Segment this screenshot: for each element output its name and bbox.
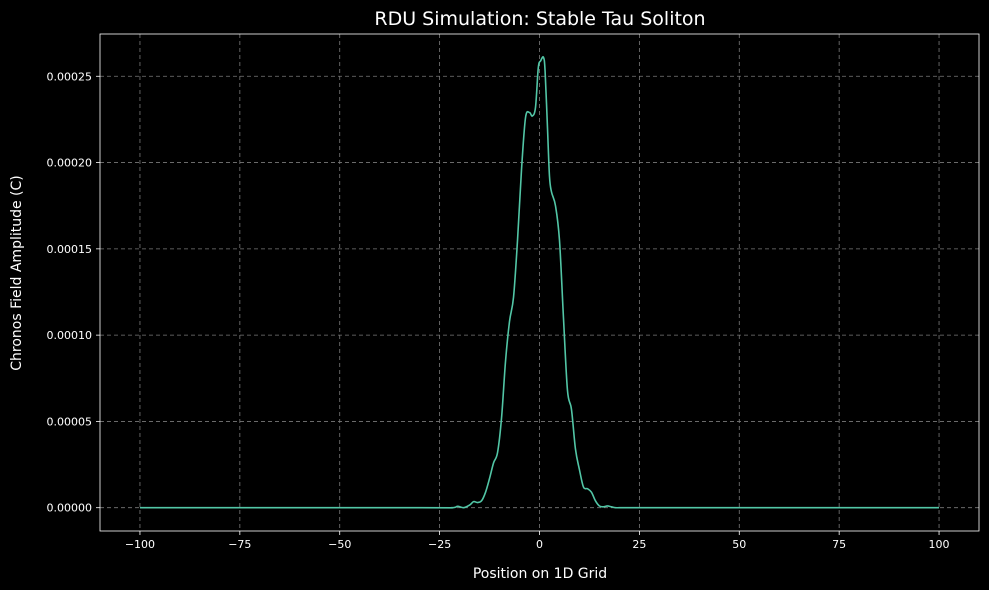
y-tick-label: 0.00025 (47, 70, 93, 83)
y-tick-label: 0.00000 (47, 502, 93, 515)
x-tick-label: 0 (536, 538, 543, 551)
chart-title: RDU Simulation: Stable Tau Soliton (374, 8, 705, 30)
plot-frame (99, 33, 980, 532)
y-tick-label: 0.00020 (47, 157, 93, 170)
x-axis-ticks: −100 −75 −50 −25 0 25 50 75 100 (125, 531, 950, 551)
x-tick-label: 25 (632, 538, 646, 551)
x-tick-label: −75 (228, 538, 251, 551)
x-tick-label: 100 (929, 538, 950, 551)
y-axis-label: Chronos Field Amplitude (C) (9, 175, 25, 371)
y-tick-label: 0.00010 (47, 329, 93, 342)
y-tick-label: 0.00015 (47, 243, 93, 256)
x-tick-label: −100 (125, 538, 155, 551)
x-tick-label: 75 (832, 538, 846, 551)
x-tick-label: −25 (428, 538, 451, 551)
x-tick-label: −50 (328, 538, 351, 551)
y-axis-ticks: 0.00000 0.00005 0.00010 0.00015 0.00020 0.000… (47, 70, 100, 515)
grid-lines (100, 34, 979, 531)
x-tick-label: 50 (732, 538, 746, 551)
y-tick-label: 0.00005 (47, 415, 93, 428)
x-axis-label: Position on 1D Grid (473, 566, 607, 582)
series-line (139, 56, 940, 509)
